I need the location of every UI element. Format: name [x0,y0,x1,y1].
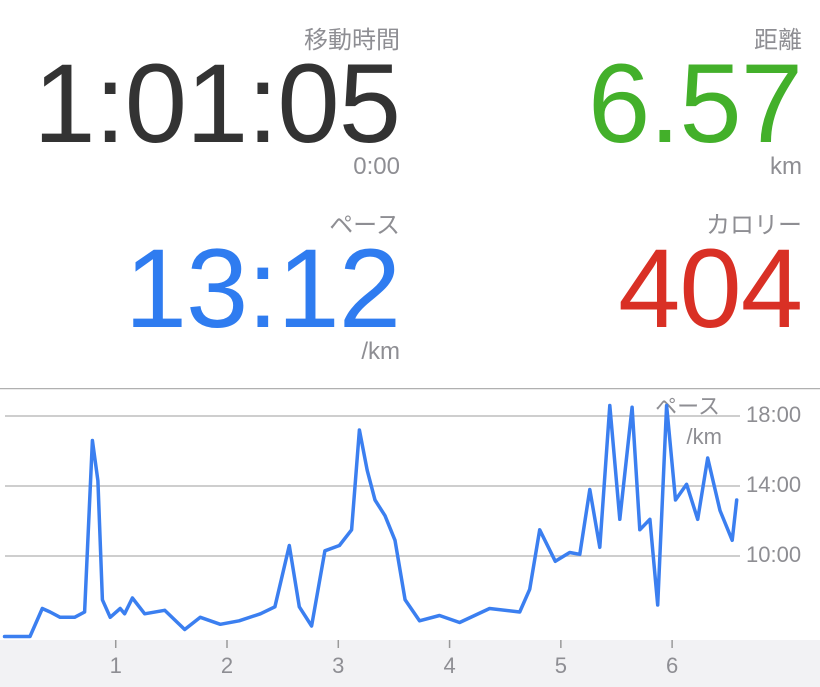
x-tick-label: 6 [666,653,678,678]
stat-label: 距離 [754,27,802,54]
y-tick-label: 14:00 [746,472,801,497]
stat-label: ペース [329,212,400,239]
x-tick-label: 1 [110,653,122,678]
stat-unit: km [770,153,802,180]
stat-unit: /km [361,338,400,365]
stat-value: 404 [618,226,803,351]
y-axis-unit: /km [687,424,722,449]
stat-value: 6.57 [588,41,803,166]
stat-label: カロリー [706,212,802,239]
stat-value: 1:01:05 [33,41,401,166]
x-tick-label: 4 [443,653,455,678]
x-tick-label: 2 [221,653,233,678]
x-axis-band [0,640,820,687]
y-tick-label: 10:00 [746,542,801,567]
x-tick-label: 3 [332,653,344,678]
y-tick-label: 18:00 [746,402,801,427]
pace-line [2,403,739,639]
stat-value: 13:12 [124,226,401,351]
stat-unit: 0:00 [353,153,400,180]
x-tick-label: 5 [555,653,567,678]
stat-label: 移動時間 [304,27,400,54]
